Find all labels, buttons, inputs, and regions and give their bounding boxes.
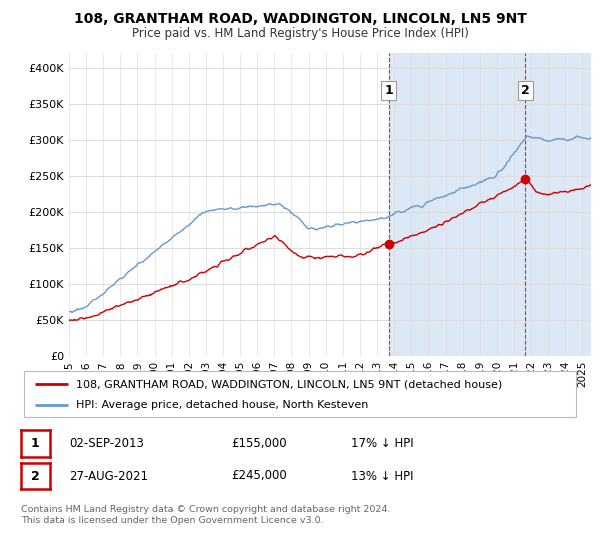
Text: Contains HM Land Registry data © Crown copyright and database right 2024.
This d: Contains HM Land Registry data © Crown c… [21,505,391,525]
Text: 27-AUG-2021: 27-AUG-2021 [69,469,148,483]
Text: £245,000: £245,000 [231,469,287,483]
Text: 02-SEP-2013: 02-SEP-2013 [69,437,144,450]
Text: £155,000: £155,000 [231,437,287,450]
Text: 1: 1 [31,437,40,450]
Text: 108, GRANTHAM ROAD, WADDINGTON, LINCOLN, LN5 9NT (detached house): 108, GRANTHAM ROAD, WADDINGTON, LINCOLN,… [76,379,503,389]
Text: 108, GRANTHAM ROAD, WADDINGTON, LINCOLN, LN5 9NT: 108, GRANTHAM ROAD, WADDINGTON, LINCOLN,… [74,12,526,26]
Text: 1: 1 [384,84,393,97]
Text: 2: 2 [521,84,529,97]
Text: 2: 2 [31,469,40,483]
Text: Price paid vs. HM Land Registry's House Price Index (HPI): Price paid vs. HM Land Registry's House … [131,27,469,40]
Text: 17% ↓ HPI: 17% ↓ HPI [351,437,413,450]
Bar [389,53,600,356]
Text: HPI: Average price, detached house, North Kesteven: HPI: Average price, detached house, Nort… [76,400,369,410]
Text: 13% ↓ HPI: 13% ↓ HPI [351,469,413,483]
